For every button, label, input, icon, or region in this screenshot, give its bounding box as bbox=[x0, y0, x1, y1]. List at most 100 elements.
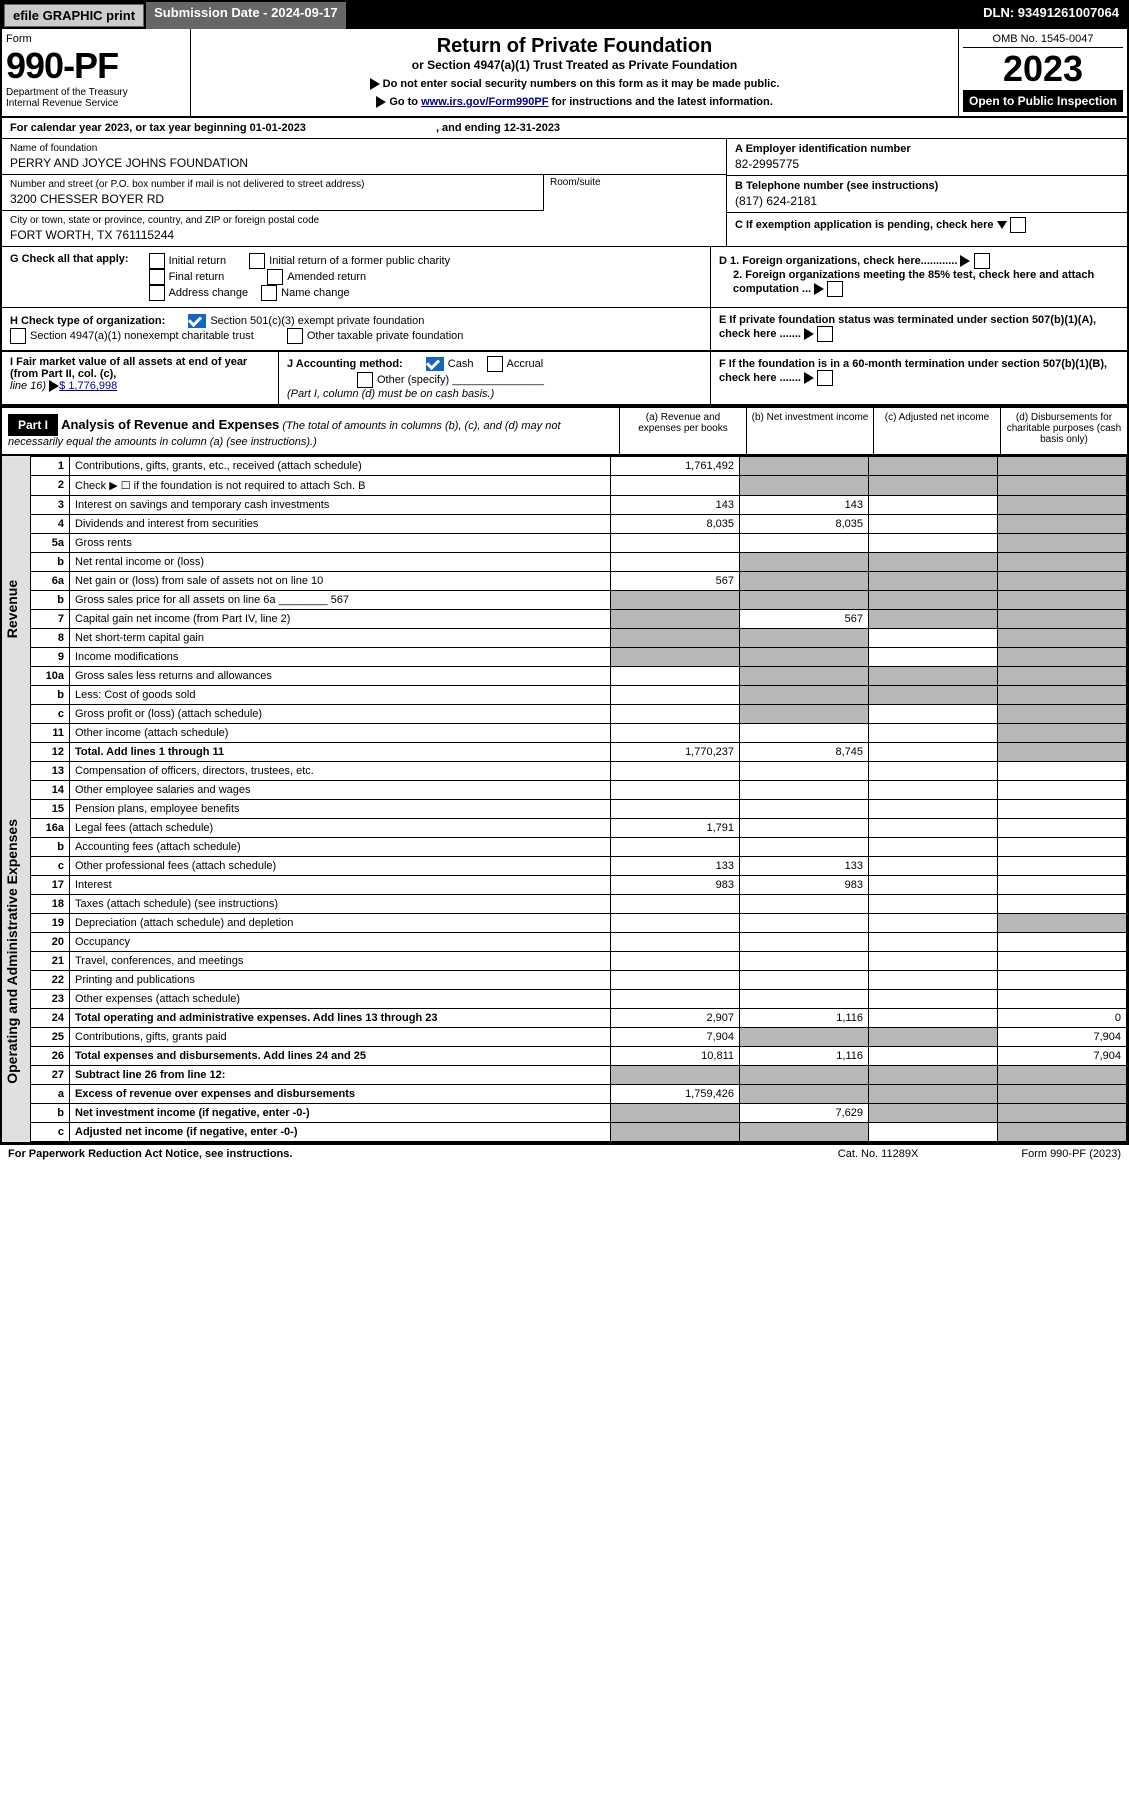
phone-label: B Telephone number (see instructions) bbox=[735, 180, 1119, 192]
g-chk-4[interactable] bbox=[149, 285, 165, 301]
table-row: bGross sales price for all assets on lin… bbox=[31, 591, 1127, 610]
fmv-value: $ 1,776,998 bbox=[59, 380, 117, 392]
table-row: cGross profit or (loss) (attach schedule… bbox=[31, 705, 1127, 724]
j-label: J Accounting method: bbox=[287, 358, 403, 370]
g-chk-1[interactable] bbox=[249, 253, 265, 269]
dept: Department of the Treasury bbox=[6, 87, 186, 98]
g-label: G Check all that apply: bbox=[10, 253, 129, 265]
irs-link[interactable]: www.irs.gov/Form990PF bbox=[421, 96, 548, 108]
city: FORT WORTH, TX 761115244 bbox=[10, 228, 718, 242]
addr-label: Number and street (or P.O. box number if… bbox=[10, 179, 535, 190]
omb: OMB No. 1545-0047 bbox=[963, 33, 1123, 48]
expenses-side: Operating and Administrative Expenses bbox=[2, 762, 30, 1142]
form-table: 1Contributions, gifts, grants, etc., rec… bbox=[30, 456, 1127, 1142]
table-row: 18Taxes (attach schedule) (see instructi… bbox=[31, 895, 1127, 914]
d1: D 1. Foreign organizations, check here..… bbox=[719, 253, 1119, 269]
efile-button[interactable]: efile GRAPHIC print bbox=[4, 4, 144, 27]
table-row: 6aNet gain or (loss) from sale of assets… bbox=[31, 572, 1127, 591]
e-chk[interactable] bbox=[817, 326, 833, 342]
col-c: (c) Adjusted net income bbox=[873, 408, 1000, 454]
submission-date: Submission Date - 2024-09-17 bbox=[146, 2, 346, 29]
table-row: 23Other expenses (attach schedule) bbox=[31, 990, 1127, 1009]
table-row: 26Total expenses and disbursements. Add … bbox=[31, 1047, 1127, 1066]
table-row: 15Pension plans, employee benefits bbox=[31, 800, 1127, 819]
table-row: bNet rental income or (loss) bbox=[31, 553, 1127, 572]
table-row: 9Income modifications bbox=[31, 648, 1127, 667]
g-chk-0[interactable] bbox=[149, 253, 165, 269]
e-section: E If private foundation status was termi… bbox=[710, 308, 1127, 350]
f-section: F If the foundation is in a 60-month ter… bbox=[710, 352, 1127, 404]
table-row: 16aLegal fees (attach schedule)1,791 bbox=[31, 819, 1127, 838]
foundation-name: PERRY AND JOYCE JOHNS FOUNDATION bbox=[10, 156, 718, 170]
table-row: 17Interest983983 bbox=[31, 876, 1127, 895]
footer-right: Form 990-PF (2023) bbox=[1021, 1148, 1121, 1160]
footer-left: For Paperwork Reduction Act Notice, see … bbox=[8, 1148, 292, 1160]
table-row: 10aGross sales less returns and allowanc… bbox=[31, 667, 1127, 686]
table-row: 13Compensation of officers, directors, t… bbox=[31, 762, 1127, 781]
table-row: cAdjusted net income (if negative, enter… bbox=[31, 1123, 1127, 1142]
open-public: Open to Public Inspection bbox=[963, 90, 1123, 112]
table-row: bLess: Cost of goods sold bbox=[31, 686, 1127, 705]
table-row: cOther professional fees (attach schedul… bbox=[31, 857, 1127, 876]
form-number: 990-PF bbox=[6, 45, 186, 87]
g-chk-2[interactable] bbox=[149, 269, 165, 285]
g-chk-3[interactable] bbox=[267, 269, 283, 285]
city-label: City or town, state or province, country… bbox=[10, 215, 718, 226]
table-row: aExcess of revenue over expenses and dis… bbox=[31, 1085, 1127, 1104]
page-title: Return of Private Foundation bbox=[197, 35, 952, 58]
dln: DLN: 93491261007064 bbox=[975, 2, 1127, 29]
acc-chk[interactable] bbox=[487, 356, 503, 372]
address: 3200 CHESSER BOYER RD bbox=[10, 192, 535, 206]
table-row: 22Printing and publications bbox=[31, 971, 1127, 990]
table-row: 19Depreciation (attach schedule) and dep… bbox=[31, 914, 1127, 933]
table-row: 5aGross rents bbox=[31, 534, 1127, 553]
table-row: 1Contributions, gifts, grants, etc., rec… bbox=[31, 457, 1127, 476]
col-a: (a) Revenue and expenses per books bbox=[619, 408, 746, 454]
table-row: 11Other income (attach schedule) bbox=[31, 724, 1127, 743]
cat-no: Cat. No. 11289X bbox=[838, 1148, 919, 1160]
table-row: bNet investment income (if negative, ent… bbox=[31, 1104, 1127, 1123]
c-label: C If exemption application is pending, c… bbox=[735, 219, 994, 231]
g-chk-5[interactable] bbox=[261, 285, 277, 301]
j-note: (Part I, column (d) must be on cash basi… bbox=[287, 388, 494, 400]
h-chk-2[interactable] bbox=[10, 328, 26, 344]
calendar-year: For calendar year 2023, or tax year begi… bbox=[2, 118, 1127, 139]
table-row: 20Occupancy bbox=[31, 933, 1127, 952]
table-row: 12Total. Add lines 1 through 111,770,237… bbox=[31, 743, 1127, 762]
form-label: Form bbox=[6, 33, 186, 45]
table-row: 25Contributions, gifts, grants paid7,904… bbox=[31, 1028, 1127, 1047]
table-row: 2Check ▶ ☐ if the foundation is not requ… bbox=[31, 476, 1127, 496]
c-checkbox[interactable] bbox=[1010, 217, 1026, 233]
d2: 2. Foreign organizations meeting the 85%… bbox=[719, 269, 1119, 297]
table-row: 4Dividends and interest from securities8… bbox=[31, 515, 1127, 534]
instruction-1: Do not enter social security numbers on … bbox=[197, 78, 952, 90]
table-row: 14Other employee salaries and wages bbox=[31, 781, 1127, 800]
col-b: (b) Net investment income bbox=[746, 408, 873, 454]
table-row: 8Net short-term capital gain bbox=[31, 629, 1127, 648]
i-label: I Fair market value of all assets at end… bbox=[10, 356, 247, 380]
table-row: 24Total operating and administrative exp… bbox=[31, 1009, 1127, 1028]
table-row: 27Subtract line 26 from line 12: bbox=[31, 1066, 1127, 1085]
table-row: 3Interest on savings and temporary cash … bbox=[31, 496, 1127, 515]
f-chk[interactable] bbox=[817, 370, 833, 386]
d1-chk[interactable] bbox=[974, 253, 990, 269]
ein-label: A Employer identification number bbox=[735, 143, 1119, 155]
revenue-side: Revenue bbox=[2, 456, 30, 762]
h-label: H Check type of organization: bbox=[10, 315, 165, 327]
subtitle: or Section 4947(a)(1) Trust Treated as P… bbox=[197, 58, 952, 72]
cash-chk[interactable] bbox=[426, 357, 444, 371]
part-tag: Part I bbox=[8, 414, 58, 436]
d2-chk[interactable] bbox=[827, 281, 843, 297]
tax-year: 2023 bbox=[963, 48, 1123, 90]
table-row: 21Travel, conferences, and meetings bbox=[31, 952, 1127, 971]
ein: 82-2995775 bbox=[735, 157, 1119, 171]
part-title: Analysis of Revenue and Expenses bbox=[61, 417, 279, 432]
h-chk-3[interactable] bbox=[287, 328, 303, 344]
h-chk-1[interactable] bbox=[188, 314, 206, 328]
phone: (817) 624-2181 bbox=[735, 194, 1119, 208]
name-label: Name of foundation bbox=[10, 143, 718, 154]
room-label: Room/suite bbox=[543, 175, 726, 211]
other-chk[interactable] bbox=[357, 372, 373, 388]
instruction-2: Go to www.irs.gov/Form990PF for instruct… bbox=[197, 96, 952, 108]
col-d: (d) Disbursements for charitable purpose… bbox=[1000, 408, 1127, 454]
